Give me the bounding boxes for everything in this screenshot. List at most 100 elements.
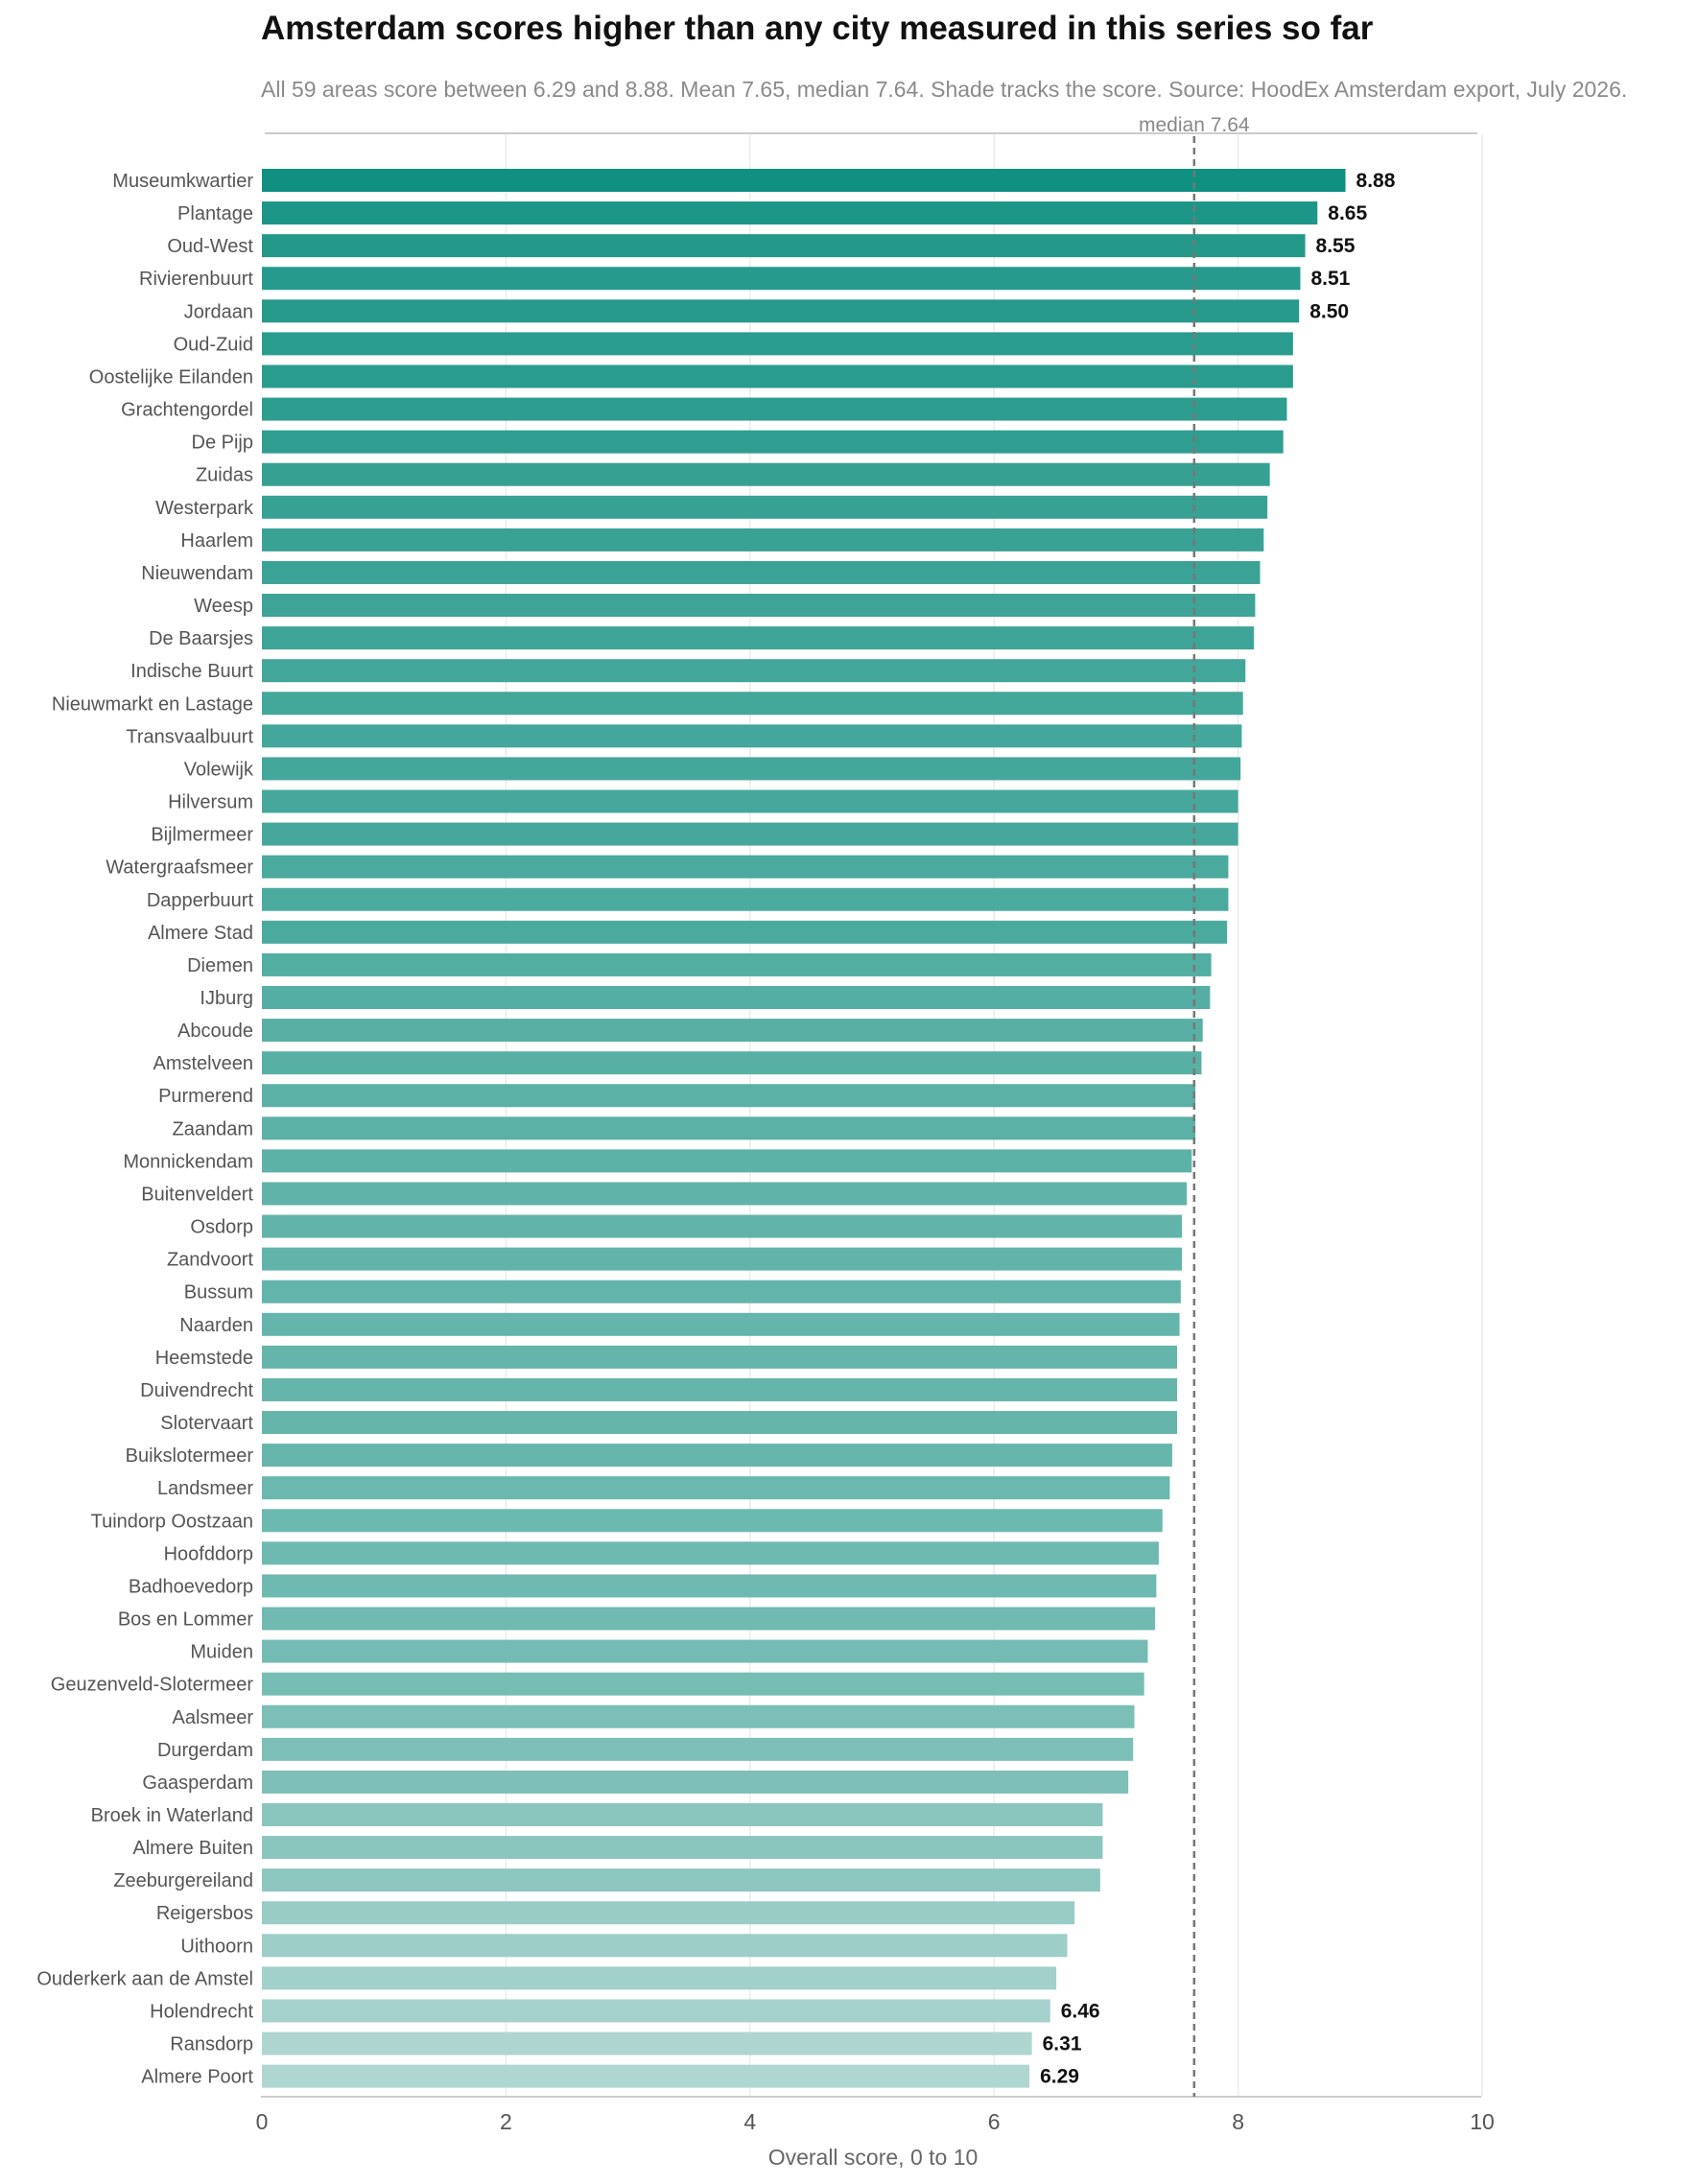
category-label: Haarlem: [180, 530, 253, 552]
category-label: Watergraafsmeer: [106, 857, 253, 879]
category-label: Zuidas: [196, 465, 253, 486]
category-label: Slotervaart: [160, 1413, 253, 1434]
gridlines: [505, 134, 1483, 2097]
chart-title: Amsterdam scores higher than any city me…: [261, 10, 1374, 47]
bar: [262, 659, 1246, 683]
bar: [262, 952, 1212, 976]
bar: [262, 560, 1261, 584]
category-label: Jordaan: [184, 301, 253, 322]
value-label: 8.88: [1356, 170, 1396, 192]
bar: [262, 724, 1242, 748]
bar: [262, 1574, 1157, 1598]
bar: [262, 1541, 1159, 1565]
category-label: Transvaalbuurt: [126, 726, 253, 747]
category-label: Uithoorn: [180, 1936, 253, 1957]
category-label: Reigersbos: [156, 1903, 253, 1924]
bar: [262, 1737, 1134, 1761]
category-label: Almere Poort: [141, 2067, 253, 2088]
category-label: Hoofddorp: [164, 1543, 253, 1564]
bar: [262, 626, 1255, 650]
category-label: Almere Stad: [148, 923, 253, 944]
bar: [262, 1377, 1177, 1401]
bar: [262, 1444, 1172, 1468]
category-label: Heemstede: [155, 1348, 253, 1369]
category-label: Grachtengordel: [121, 400, 253, 421]
category-label: Ransdorp: [170, 2034, 253, 2055]
category-label: Plantage: [177, 203, 253, 224]
bar: [262, 1607, 1156, 1631]
category-label: Dapperbuurt: [147, 890, 254, 911]
bar: [262, 855, 1229, 879]
value-label: 6.46: [1061, 2000, 1100, 2022]
x-tick-label: 4: [743, 2109, 756, 2134]
category-label: Zaandam: [173, 1118, 254, 1139]
x-tick-label: 0: [256, 2109, 269, 2134]
bar: [262, 528, 1264, 552]
category-label: Purmerend: [158, 1086, 253, 1107]
category-label: Monnickendam: [123, 1151, 253, 1172]
value-label: 8.51: [1310, 268, 1350, 290]
category-label: IJburg: [200, 988, 253, 1009]
bar: [262, 594, 1256, 618]
category-label: Oostelijke Eilanden: [89, 366, 253, 387]
category-label: Weesp: [194, 596, 253, 617]
category-label: Badhoevedorp: [129, 1576, 253, 1597]
category-label: Abcoude: [177, 1021, 253, 1042]
category-label: Tuindorp Oostzaan: [91, 1511, 253, 1532]
category-label: Ouderkerk aan de Amstel: [36, 1968, 253, 1989]
bar: [262, 1509, 1163, 1533]
category-label: De Pijp: [192, 433, 253, 454]
x-tick-label: 8: [1232, 2109, 1244, 2134]
category-label: Osdorp: [190, 1217, 253, 1238]
bar: [262, 1411, 1177, 1435]
bar: [262, 1639, 1148, 1663]
category-label: Nieuwmarkt en Lastage: [52, 693, 253, 715]
bar: [262, 1280, 1181, 1303]
bar: [262, 1770, 1129, 1794]
category-label: Westerpark: [155, 498, 254, 519]
bar: [262, 299, 1300, 323]
category-label: Hilversum: [168, 792, 253, 813]
bar: [262, 920, 1228, 944]
bar: [262, 757, 1241, 781]
bar: [262, 822, 1238, 846]
bars: [262, 169, 1346, 2088]
bar: [262, 1247, 1183, 1271]
chart-subtitle: All 59 areas score between 6.29 and 8.88…: [261, 77, 1628, 102]
bar: [262, 1084, 1196, 1108]
bar: [262, 1803, 1103, 1826]
median-label: median 7.64: [1139, 114, 1250, 136]
category-label: Indische Buurt: [130, 661, 253, 682]
bar: [262, 1476, 1170, 1500]
bar: [262, 2064, 1030, 2088]
category-label: Buikslotermeer: [126, 1445, 254, 1467]
category-label: Rivierenbuurt: [139, 269, 253, 290]
bar: [262, 234, 1306, 258]
bar: [262, 692, 1243, 716]
category-label: Bijlmermeer: [151, 825, 253, 846]
bar: [262, 1966, 1057, 1990]
category-label: Amstelveen: [153, 1053, 254, 1074]
category-label: Naarden: [179, 1315, 253, 1336]
category-label: Buitenveldert: [141, 1184, 253, 1205]
bar: [262, 397, 1287, 421]
category-label: Duivendrecht: [140, 1380, 253, 1401]
bar: [262, 789, 1238, 813]
value-label: 8.55: [1316, 235, 1356, 257]
bar: [262, 1214, 1183, 1238]
bar: [262, 495, 1268, 519]
bar: [262, 887, 1229, 911]
bar: [262, 2031, 1032, 2055]
category-label: Volewijk: [184, 759, 254, 780]
x-tick-labels: 0 2 4 6 8 10: [256, 2109, 1495, 2134]
bar: [262, 1182, 1188, 1206]
bar: [262, 1868, 1100, 1892]
value-label: 8.65: [1328, 202, 1367, 224]
category-label: Bos en Lommer: [118, 1609, 254, 1631]
category-label: Holendrecht: [150, 2001, 253, 2022]
category-labels: Museumkwartier Plantage Oud-West Rivierenbu…: [36, 171, 254, 2088]
bar: [262, 1051, 1202, 1075]
category-label: Bussum: [184, 1282, 253, 1303]
bar: [262, 1672, 1144, 1696]
category-label: Broek in Waterland: [91, 1805, 253, 1826]
